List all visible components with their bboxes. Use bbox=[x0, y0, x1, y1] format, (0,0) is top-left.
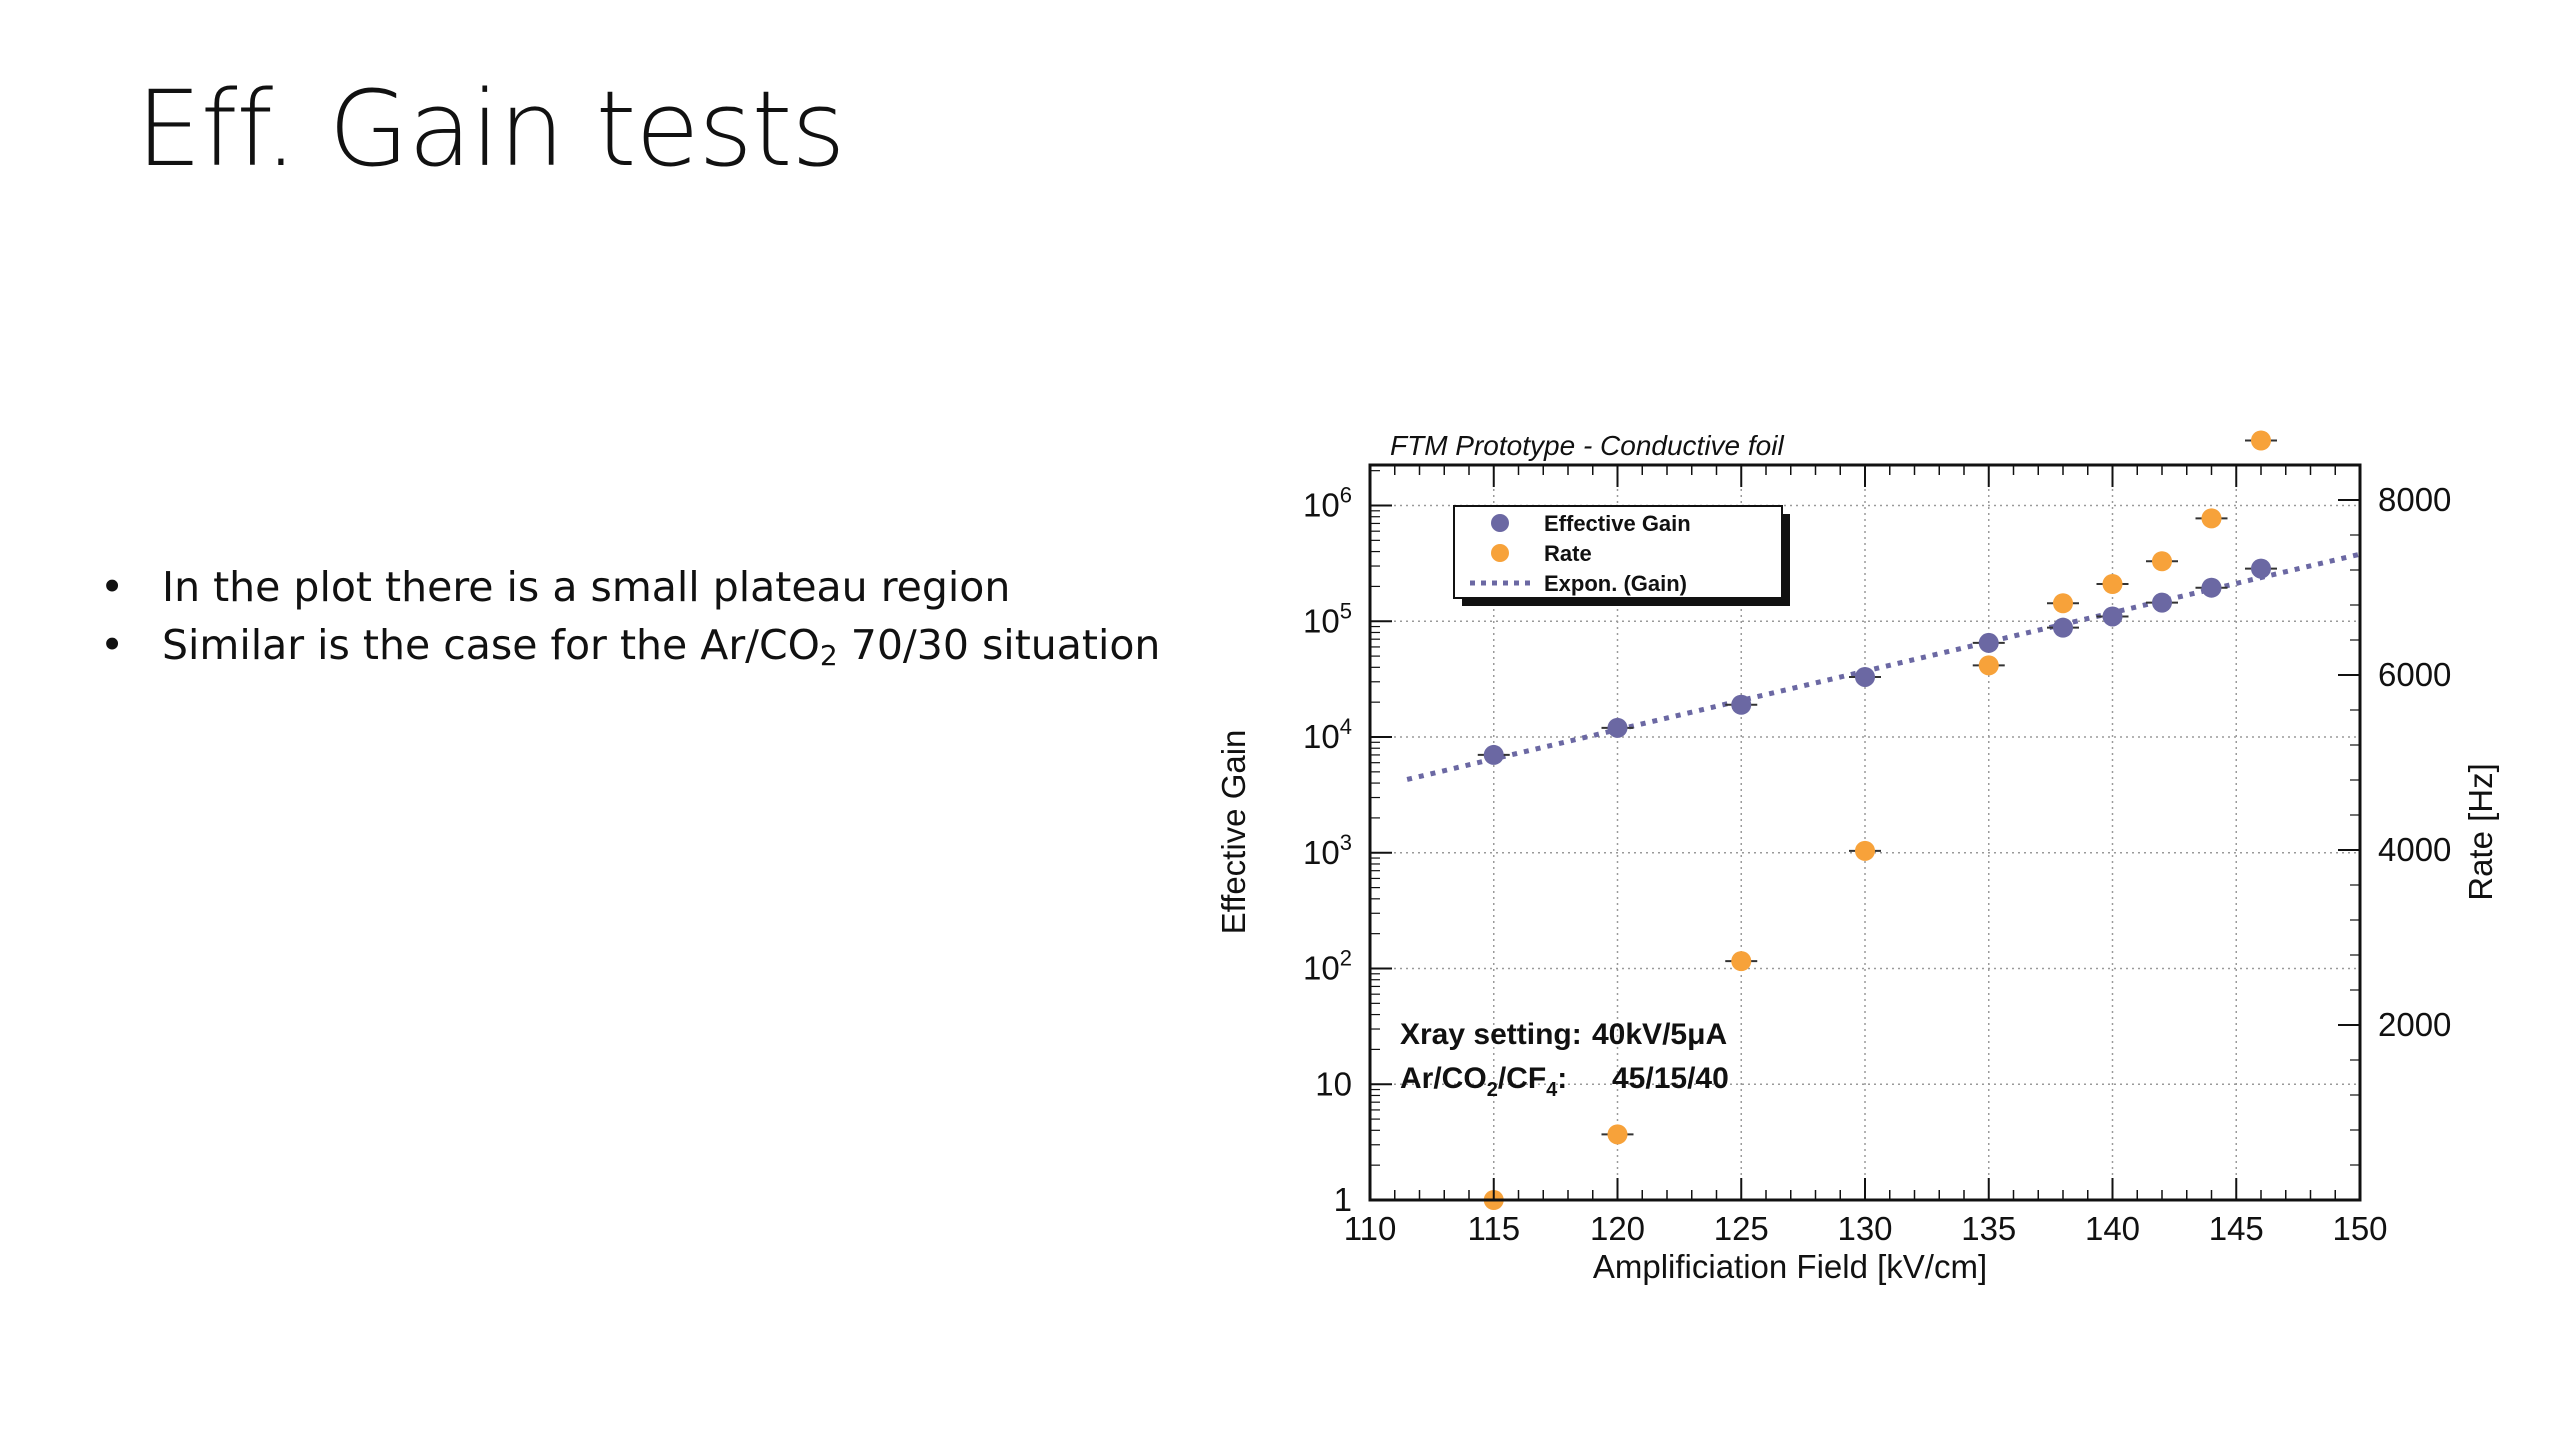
gain-point bbox=[1855, 666, 1875, 687]
x-tick-label: 120 bbox=[1590, 1210, 1645, 1247]
slide-title: Eff. Gain tests bbox=[136, 68, 846, 190]
y-axis-label: Effective Gain bbox=[1215, 730, 1252, 935]
gain-point bbox=[1483, 744, 1504, 765]
legend-rate-marker bbox=[1491, 544, 1509, 562]
gain-point bbox=[1731, 694, 1752, 715]
rate-point bbox=[2251, 430, 2271, 451]
setting-annotation: Xray setting: 40kV/5μA Ar/CO2/CF4: 45/15… bbox=[1400, 1018, 1729, 1101]
x-tick-label: 150 bbox=[2332, 1210, 2387, 1247]
rate-point bbox=[2152, 551, 2172, 572]
y-tick-label: 104 bbox=[1303, 714, 1352, 755]
x-axis-label: Amplificiation Field [kV/cm] bbox=[1593, 1248, 1987, 1285]
rate-point bbox=[2102, 574, 2123, 594]
bullet-dot-icon: • bbox=[100, 621, 125, 669]
legend-rate-label: Rate bbox=[1544, 541, 1592, 566]
annotation-xray-label: Xray setting: bbox=[1400, 1018, 1582, 1051]
y-tick-label: 10 bbox=[1315, 1065, 1352, 1102]
y2-tick-label: 6000 bbox=[2378, 656, 2451, 693]
gain-point bbox=[2201, 577, 2222, 598]
rate-point bbox=[1607, 1124, 1628, 1145]
rate-point bbox=[2201, 508, 2222, 529]
gain-point bbox=[2102, 606, 2123, 627]
gain-point bbox=[2152, 592, 2172, 613]
y-tick-label: 103 bbox=[1303, 830, 1352, 871]
gain-point bbox=[1978, 632, 1999, 653]
rate-point bbox=[1731, 951, 1752, 972]
x-tick-label: 110 bbox=[1344, 1210, 1397, 1247]
rate-point bbox=[1978, 655, 1999, 676]
y2-axis-label: Rate [Hz] bbox=[2462, 763, 2499, 901]
y-tick-label: 1 bbox=[1334, 1181, 1352, 1218]
gain-chart: 110 115 120 125 130 135 140 145 1501101021031041… bbox=[1215, 430, 2499, 1285]
legend: Effective Gain Rate Expon. (Gain) bbox=[1453, 505, 1790, 606]
rate-point bbox=[2053, 593, 2073, 614]
x-tick-label: 140 bbox=[2085, 1210, 2140, 1247]
legend-fit-label: Expon. (Gain) bbox=[1544, 571, 1687, 596]
x-tick-label: 130 bbox=[1837, 1210, 1892, 1247]
annotation-gas-value: 45/15/40 bbox=[1612, 1062, 1729, 1095]
bullet-text: Similar is the case for the Ar/CO2 70/30… bbox=[162, 621, 1161, 672]
x-tick-label: 115 bbox=[1467, 1210, 1520, 1247]
bullet-item: • Similar is the case for the Ar/CO2 70/… bbox=[100, 616, 1160, 674]
annotation-gas-label: Ar/CO2/CF4: bbox=[1400, 1062, 1567, 1101]
bullet-dot-icon: • bbox=[100, 563, 125, 611]
gain-point bbox=[1607, 717, 1628, 738]
gain-point bbox=[2251, 558, 2271, 579]
rate-point bbox=[1855, 840, 1875, 861]
y-tick-label: 102 bbox=[1303, 946, 1352, 987]
y2-tick-label: 2000 bbox=[2378, 1006, 2451, 1043]
x-tick-label: 145 bbox=[2209, 1210, 2264, 1247]
legend-gain-marker bbox=[1491, 514, 1509, 532]
y-tick-label: 106 bbox=[1303, 483, 1352, 524]
y2-tick-label: 4000 bbox=[2378, 831, 2451, 868]
bullet-text: In the plot there is a small plateau reg… bbox=[162, 563, 1011, 611]
bullet-item: • In the plot there is a small plateau r… bbox=[100, 558, 1160, 616]
y2-tick-label: 8000 bbox=[2378, 481, 2451, 518]
legend-gain-label: Effective Gain bbox=[1544, 511, 1691, 536]
x-tick-label: 135 bbox=[1961, 1210, 2016, 1247]
annotation-xray-value: 40kV/5μA bbox=[1592, 1018, 1727, 1051]
x-tick-label: 125 bbox=[1714, 1210, 1769, 1247]
chart-title: FTM Prototype - Conductive foil bbox=[1390, 430, 1784, 461]
bullet-list: • In the plot there is a small plateau r… bbox=[100, 558, 1160, 674]
y-tick-label: 105 bbox=[1303, 598, 1352, 639]
gain-point bbox=[2053, 617, 2073, 638]
plot-frame bbox=[1368, 463, 2362, 1202]
